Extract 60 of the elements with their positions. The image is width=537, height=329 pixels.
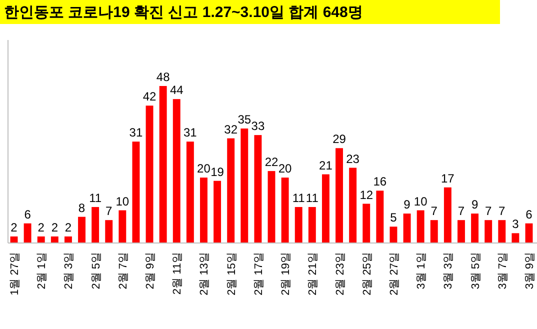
data-label: 7 [430, 204, 438, 218]
x-tick-label: 3월 3일 [442, 252, 455, 290]
x-tick-label: 3월 9일 [524, 252, 536, 290]
data-label: 11 [292, 191, 306, 206]
x-tick-label: 2월 7일 [117, 252, 130, 290]
chart-title: 한인동포 코로나19 확진 신고 1.27~3.10일 합계 648명 [4, 4, 363, 21]
x-tick-label: 3월 7일 [496, 252, 509, 290]
x-tick-label: 2월 25일 [361, 252, 374, 296]
x-tick-label: 3월 1일 [416, 252, 428, 290]
x-tick-label: 2월 17일 [252, 252, 265, 296]
x-tick-label: 2월 9일 [144, 252, 157, 290]
data-label: 9 [404, 198, 411, 212]
data-label: 31 [184, 126, 198, 140]
data-label: 44 [170, 83, 184, 98]
data-label: 16 [373, 174, 387, 189]
data-label: 7 [106, 204, 113, 218]
data-label: 21 [319, 158, 333, 172]
x-tick-label: 2월 19일 [280, 252, 292, 296]
x-tick-label: 2월 3일 [63, 252, 76, 290]
data-label: 11 [89, 191, 102, 206]
data-label: 2 [38, 220, 45, 234]
data-label: 33 [251, 119, 265, 134]
data-label: 20 [278, 162, 292, 176]
x-tick-label: 2월 21일 [307, 252, 320, 296]
data-label: 7 [485, 204, 492, 218]
data-label: 22 [264, 155, 278, 170]
x-tick-label: 2월 23일 [334, 252, 346, 296]
data-label: 32 [224, 122, 238, 136]
x-tick-label: 2월 5일 [90, 252, 102, 290]
data-label: 10 [116, 194, 130, 208]
x-tick-label: 1월 27일 [9, 252, 21, 296]
data-label: 19 [210, 164, 224, 179]
data-label: 35 [238, 112, 252, 127]
x-tick-label: 2월 13일 [198, 252, 211, 296]
x-tick-label: 2월 15일 [226, 252, 238, 296]
data-label: 9 [471, 198, 478, 212]
data-label: 3 [512, 217, 520, 232]
data-label: 8 [78, 200, 86, 215]
data-label: 2 [51, 220, 58, 234]
data-label: 2 [64, 220, 72, 234]
data-label: 12 [360, 188, 374, 202]
data-label: 7 [498, 204, 506, 218]
data-label: 5 [390, 210, 398, 225]
data-label: 6 [526, 207, 533, 222]
data-label: 7 [458, 204, 465, 218]
x-tick-label: 2월 27일 [388, 252, 400, 296]
x-tick-label: 2월 1일 [36, 252, 48, 290]
data-label: 31 [129, 126, 143, 140]
data-label: 17 [441, 171, 455, 186]
data-label: 6 [24, 207, 32, 222]
data-label: 29 [332, 132, 346, 146]
data-label: 11 [306, 191, 319, 206]
data-label: 10 [414, 194, 428, 208]
data-label: 23 [346, 152, 360, 166]
data-label: 2 [10, 220, 18, 234]
data-label: 20 [197, 162, 211, 176]
x-tick-label: 2월 11일 [172, 252, 184, 295]
data-label: 48 [156, 70, 170, 84]
data-label: 42 [142, 90, 157, 104]
x-tick-label: 3월 5일 [470, 252, 482, 290]
